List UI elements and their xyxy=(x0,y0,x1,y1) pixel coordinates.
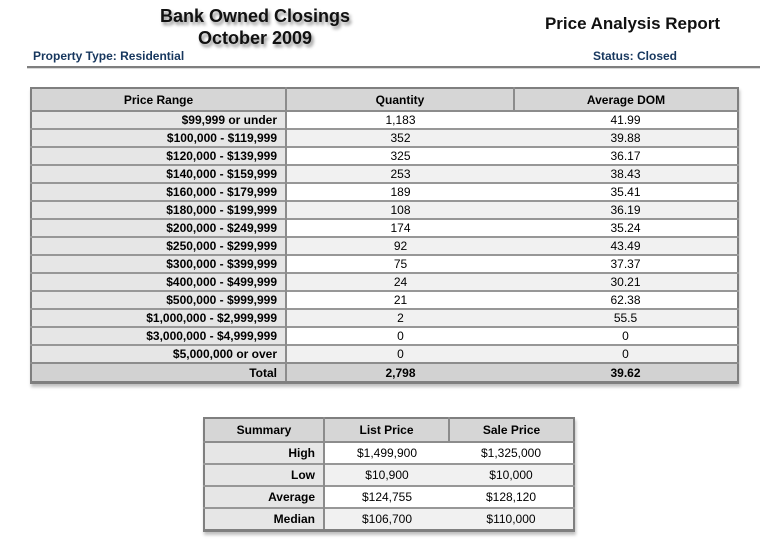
table-row: $99,999 or under 1,183 41.99 xyxy=(31,111,738,129)
row-value: 21 xyxy=(286,290,514,309)
report-title-line2: October 2009 xyxy=(197,28,313,48)
property-type-label: Property Type: Residential xyxy=(33,49,185,63)
column-header-price-range: Price Range xyxy=(31,88,286,112)
row-value: 36.17 xyxy=(514,146,738,165)
row-value: $106,700 xyxy=(324,507,449,531)
row-value: 36.19 xyxy=(514,200,738,219)
row-value: $124,755 xyxy=(324,485,449,508)
row-value: $10,900 xyxy=(324,463,449,486)
price-range-table: Price Range Quantity Average DOM $99,999… xyxy=(30,87,739,384)
table-row: $100,000 - $119,999 352 39.88 xyxy=(31,128,738,147)
price-summary-table: Summary List Price Sale Price High $1,499… xyxy=(203,417,575,532)
row-value: 2 xyxy=(286,308,514,327)
row-label: $180,000 - $199,999 xyxy=(31,200,287,219)
row-label: $120,000 - $139,999 xyxy=(31,146,287,165)
row-value: $1,325,000 xyxy=(449,442,574,464)
row-label: Median xyxy=(204,507,325,531)
total-row-label: Total xyxy=(31,362,287,383)
row-value: 75 xyxy=(286,254,514,273)
row-value: 24 xyxy=(286,272,514,291)
row-value: 1,183 xyxy=(286,111,514,129)
table-row: Low $10,900 $10,000 xyxy=(204,463,574,486)
column-header-quantity: Quantity xyxy=(285,88,514,112)
column-header-list-price: List Price xyxy=(323,418,449,443)
summary-table-body: High $1,499,900 $1,325,000 Low $10,900 $10,00… xyxy=(204,442,574,531)
row-value: 92 xyxy=(286,236,514,255)
price-range-table-body: $99,999 or under 1,183 41.99 $100,000 - $11… xyxy=(31,111,738,363)
table-row: $300,000 - $399,999 75 37.37 xyxy=(31,254,738,273)
row-value: 174 xyxy=(286,218,514,237)
row-label: $3,000,000 - $4,999,999 xyxy=(31,326,287,345)
column-header-average-dom: Average DOM xyxy=(513,88,738,112)
row-label: $99,999 or under xyxy=(31,111,287,129)
table-row: $400,000 - $499,999 24 30.21 xyxy=(31,272,738,291)
row-label: $1,000,000 - $2,999,999 xyxy=(31,308,287,327)
row-label: $100,000 - $119,999 xyxy=(31,128,287,147)
table-row: $160,000 - $179,999 189 35.41 xyxy=(31,182,738,201)
row-value: 35.24 xyxy=(514,218,738,237)
row-label: Low xyxy=(204,463,325,486)
row-value: 39.88 xyxy=(514,128,738,147)
row-value: 62.38 xyxy=(514,290,738,309)
row-value: 41.99 xyxy=(514,111,738,129)
row-value: 30.21 xyxy=(514,272,738,291)
row-value: 325 xyxy=(286,146,514,165)
row-value: 0 xyxy=(514,344,738,363)
row-value: $1,499,900 xyxy=(324,442,449,464)
status-label: Status: Closed xyxy=(592,49,677,63)
column-header-sale-price: Sale Price xyxy=(448,418,574,443)
row-value: 55.5 xyxy=(514,308,738,327)
row-label: $300,000 - $399,999 xyxy=(31,254,287,273)
row-value: 0 xyxy=(286,326,514,345)
table-row: $5,000,000 or over 0 0 xyxy=(31,344,738,363)
row-value: $110,000 xyxy=(449,507,574,531)
table-row: $1,000,000 - $2,999,999 2 55.5 xyxy=(31,308,738,327)
row-value: 108 xyxy=(286,200,514,219)
row-value: 189 xyxy=(286,182,514,201)
row-label: Average xyxy=(204,485,325,508)
table-row: $200,000 - $249,999 174 35.24 xyxy=(31,218,738,237)
row-value: 37.37 xyxy=(514,254,738,273)
row-value: $10,000 xyxy=(449,463,574,486)
row-value: 352 xyxy=(286,128,514,147)
row-label: $250,000 - $299,999 xyxy=(31,236,287,255)
row-value: $128,120 xyxy=(449,485,574,508)
row-label: High xyxy=(204,442,325,464)
row-label: $5,000,000 or over xyxy=(31,344,287,363)
table-row: Average $124,755 $128,120 xyxy=(204,485,574,508)
table-row: $250,000 - $299,999 92 43.49 xyxy=(31,236,738,255)
table-row: Median $106,700 $110,000 xyxy=(204,507,574,531)
total-row: Total 2,798 39.62 xyxy=(31,362,738,383)
header-divider xyxy=(27,66,760,69)
column-header-summary: Summary xyxy=(204,418,324,443)
report-main-title: Bank Owned Closings October 2009 xyxy=(95,5,415,49)
total-average-dom-value: 39.62 xyxy=(514,362,738,383)
price-range-table-header: Price Range Quantity Average DOM xyxy=(31,88,738,112)
price-range-table-footer: Total 2,798 39.62 xyxy=(31,362,738,383)
row-label: $500,000 - $999,999 xyxy=(31,290,287,309)
row-label: $400,000 - $499,999 xyxy=(31,272,287,291)
table-row: $500,000 - $999,999 21 62.38 xyxy=(31,290,738,309)
row-label: $140,000 - $159,999 xyxy=(31,164,287,183)
row-value: 35.41 xyxy=(514,182,738,201)
report-title-line1: Bank Owned Closings xyxy=(159,6,351,26)
total-quantity-value: 2,798 xyxy=(286,362,514,383)
table-row: $120,000 - $139,999 325 36.17 xyxy=(31,146,738,165)
table-row: $140,000 - $159,999 253 38.43 xyxy=(31,164,738,183)
row-value: 0 xyxy=(286,344,514,363)
row-value: 38.43 xyxy=(514,164,738,183)
row-label: $160,000 - $179,999 xyxy=(31,182,287,201)
table-row: $180,000 - $199,999 108 36.19 xyxy=(31,200,738,219)
table-row: High $1,499,900 $1,325,000 xyxy=(204,442,574,464)
row-value: 253 xyxy=(286,164,514,183)
row-label: $200,000 - $249,999 xyxy=(31,218,287,237)
row-value: 0 xyxy=(514,326,738,345)
summary-table-header: Summary List Price Sale Price xyxy=(204,418,574,443)
row-value: 43.49 xyxy=(514,236,738,255)
table-row: $3,000,000 - $4,999,999 0 0 xyxy=(31,326,738,345)
report-type-title: Price Analysis Report xyxy=(544,14,721,33)
